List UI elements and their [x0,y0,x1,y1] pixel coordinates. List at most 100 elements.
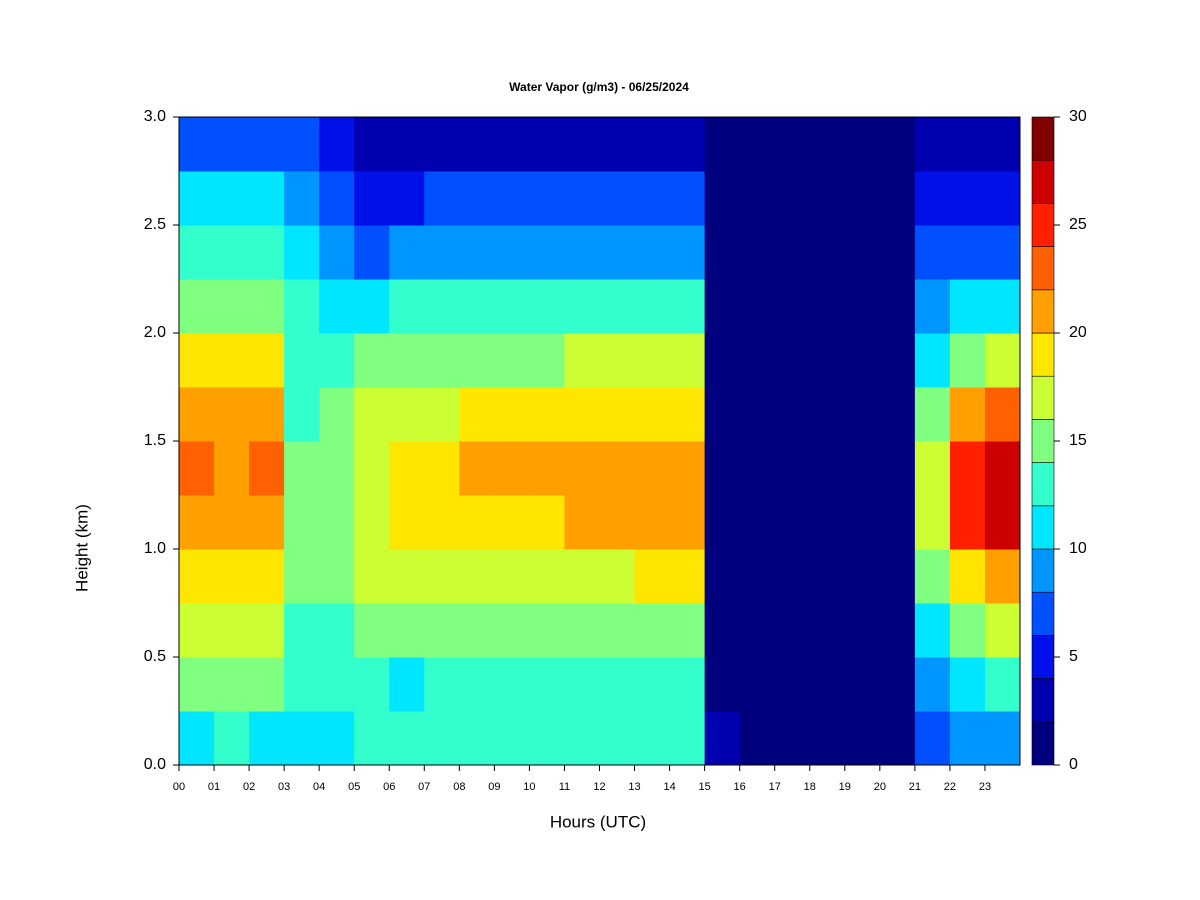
heat-cell [564,657,600,712]
heat-cell [634,549,671,604]
colorbar-band [1031,159,1055,204]
heat-cell [494,549,530,604]
heat-cell [984,225,1021,280]
heat-cell [949,225,986,280]
heat-cell [949,603,986,658]
heat-cell [809,279,846,334]
colorbar-band [1031,721,1055,766]
heat-cell [984,117,1021,172]
heat-cell [249,225,285,280]
heat-cell [599,279,636,334]
heat-cell [774,117,811,172]
heat-cell [914,603,951,658]
heat-cell [424,171,460,226]
colorbar-band [1031,419,1055,463]
heat-cell [389,711,425,766]
heat-cell [564,441,600,496]
heat-cell [564,549,600,604]
heat-cell [564,171,600,226]
x-tick-label: 00 [173,781,185,793]
heat-cell [529,441,565,496]
x-tick-label: 04 [313,781,325,793]
heat-cell [179,279,215,334]
heat-cell [459,495,495,550]
heat-cell [669,117,706,172]
heat-cell [984,603,1021,658]
heat-cell [844,387,881,442]
heat-cell [494,333,530,388]
heat-cell [809,171,846,226]
heat-cell [704,495,741,550]
heat-cell [389,387,425,442]
colorbar-tick-label: 0 [1069,756,1078,773]
heat-cell [354,711,390,766]
heat-cell [704,171,741,226]
heat-cell [494,279,530,334]
heat-cell [879,495,916,550]
heat-cell [599,225,636,280]
heat-cell [284,171,320,226]
heat-cell [704,117,741,172]
heat-cell [494,171,530,226]
heat-cell [634,711,671,766]
heat-cell [459,711,495,766]
colorbar-band [1031,505,1055,550]
heat-cell [809,495,846,550]
heat-cell [809,549,846,604]
x-tick-label: 23 [979,781,991,793]
heat-cell [354,657,390,712]
heat-cell [424,279,460,334]
heat-cell [739,279,776,334]
heat-cell [214,225,250,280]
heat-cell [179,549,215,604]
heat-cell [494,225,530,280]
heat-cell [844,117,881,172]
heat-cell [774,495,811,550]
heat-cell [529,711,565,766]
heat-cell [424,603,460,658]
heat-cell [459,225,495,280]
heat-cell [564,711,600,766]
x-tick-label: 02 [243,781,255,793]
colorbar-band [1031,246,1055,291]
heat-cell [214,549,250,604]
x-tick-label: 10 [523,781,535,793]
heat-cell [354,603,390,658]
heat-cell [704,225,741,280]
heat-cell [529,387,565,442]
x-tick-label: 08 [453,781,465,793]
heat-cell [949,387,986,442]
heat-cell [564,117,600,172]
heat-cell [459,387,495,442]
colorbar-band [1031,591,1055,636]
heat-cell [319,333,355,388]
heat-cell [984,333,1021,388]
heat-cell [249,657,285,712]
heat-cell [809,333,846,388]
heat-cell [774,603,811,658]
heat-cell [949,495,986,550]
heat-cell [669,387,706,442]
heat-cell [984,495,1021,550]
heat-cell [669,279,706,334]
heat-cell [564,279,600,334]
heat-cell [844,657,881,712]
heat-cell [424,225,460,280]
colorbar-band [1031,548,1055,593]
heat-cell [984,549,1021,604]
heat-cell [704,333,741,388]
heat-cell [389,495,425,550]
colorbar-band [1031,116,1055,161]
x-tick-label: 15 [699,781,711,793]
heat-cell [704,549,741,604]
heat-cell [214,279,250,334]
heat-cell [879,441,916,496]
heat-cell [669,495,706,550]
heat-cell [739,171,776,226]
heat-cell [179,225,215,280]
heat-cell [879,549,916,604]
heat-cell [914,387,951,442]
heat-cell [669,171,706,226]
colorbar-band [1031,332,1055,377]
